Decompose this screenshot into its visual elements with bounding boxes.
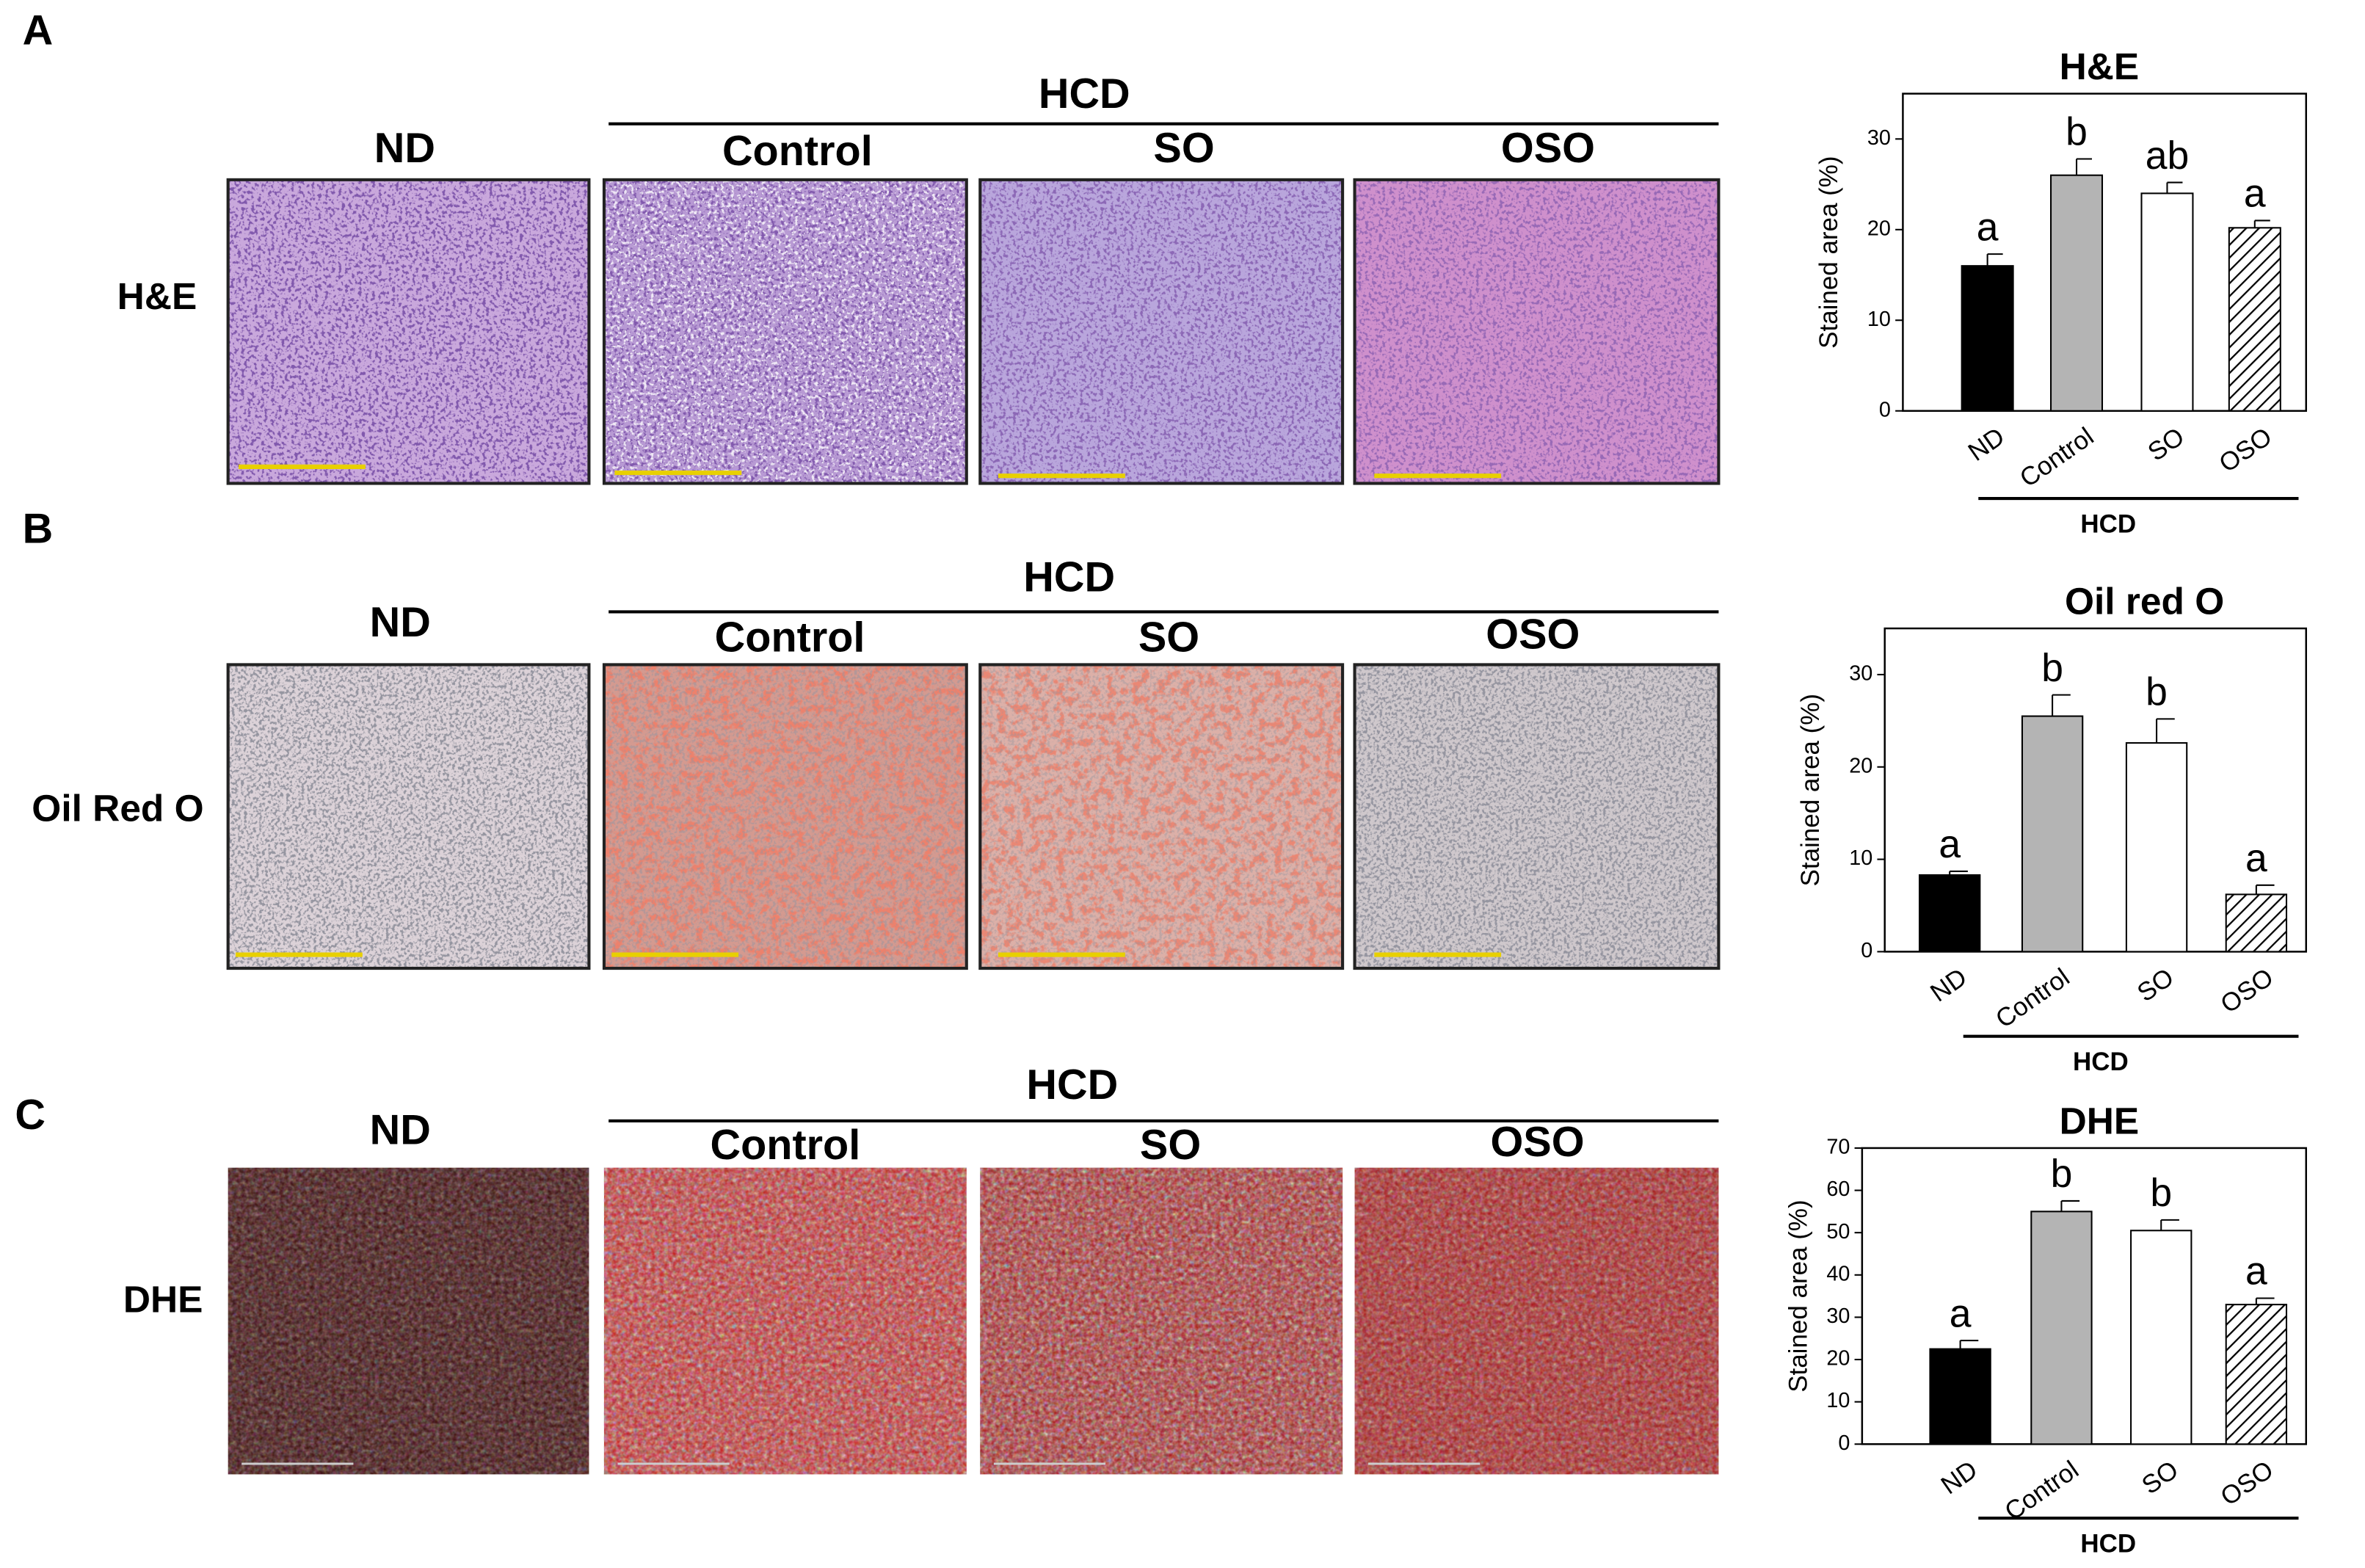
group-label: HCD (2073, 1048, 2129, 1076)
column-header: Control (722, 128, 873, 175)
x-tick-label: Control (1991, 963, 2075, 1034)
group-label: HCD (2080, 509, 2136, 538)
y-axis-label: Stained area (%) (1814, 156, 1843, 348)
x-tick-label: ND (1936, 1455, 1983, 1500)
bar (1961, 265, 2014, 412)
y-tick-label: 30 (1849, 662, 1872, 686)
column-header: ND (374, 125, 435, 172)
x-tick-label: OSO (2215, 1455, 2278, 1511)
y-tick-label: 70 (1826, 1136, 1850, 1159)
significance-letter: b (2066, 111, 2088, 154)
bar (2050, 174, 2104, 412)
y-tick-label: 50 (1826, 1220, 1850, 1244)
y-axis-label: Stained area (%) (1784, 1199, 1813, 1392)
x-tick-label: SO (2143, 422, 2190, 467)
column-header: OSO (1501, 125, 1595, 172)
x-tick-label: Control (2015, 422, 2099, 493)
bar (2021, 715, 2084, 953)
chart-title: DHE (2060, 1100, 2140, 1142)
significance-letter: b (2150, 1172, 2172, 1215)
y-axis-label: Stained area (%) (1796, 694, 1825, 886)
significance-letter: ab (2146, 134, 2189, 178)
x-tick-label: Control (1999, 1455, 2084, 1526)
panel-b: B HCD ND Control SO OSO Oil Red O (23, 506, 1721, 970)
y-tick-label: 10 (1867, 308, 1891, 331)
column-header: SO (1138, 614, 1199, 661)
row-label: DHE (123, 1277, 203, 1320)
y-tick-label: 40 (1826, 1262, 1850, 1285)
group-label: HCD (2080, 1529, 2136, 1558)
micrographs (226, 178, 1721, 485)
significance-letter: b (2051, 1153, 2073, 1196)
group-header: HCD (1039, 70, 1130, 117)
y-tick-label: 20 (1867, 217, 1891, 240)
significance-letter: a (1950, 1292, 1972, 1335)
bar (2125, 742, 2188, 953)
significance-letter: a (2245, 1250, 2267, 1293)
x-tick-label: ND (1925, 963, 1972, 1008)
micrographs (228, 1167, 1719, 1475)
column-header: SO (1153, 125, 1214, 172)
bar (2228, 227, 2281, 412)
x-tick-label: OSO (2215, 963, 2278, 1020)
group-header: HCD (1026, 1061, 1118, 1108)
y-tick-label: 30 (1826, 1304, 1850, 1328)
bar (2030, 1211, 2093, 1445)
bar-chart: DHE Stained area (%) 0 10 20 30 40 50 60 70 a ND b Co… (1784, 1100, 2307, 1558)
column-header: Control (715, 614, 865, 661)
micrographs (226, 663, 1721, 970)
bar-chart: H&E Stained area (%) 0 10 20 30 a ND b Control ab S… (1814, 45, 2307, 538)
column-header: ND (370, 599, 431, 646)
x-tick-label: OSO (2214, 422, 2277, 479)
x-tick-label: SO (2132, 963, 2179, 1008)
bar (2225, 893, 2288, 953)
row-label: Oil Red O (32, 787, 203, 830)
bar-chart: Oil red O Stained area (%) 0 10 20 30 a ND b Cont… (1796, 580, 2307, 1076)
y-tick-label: 10 (1826, 1389, 1850, 1412)
bar (1929, 1348, 1991, 1445)
group-header: HCD (1023, 553, 1115, 600)
panel-c: C HCD ND Control SO OSO DHE (15, 1061, 1719, 1475)
y-tick-label: 0 (1838, 1431, 1850, 1455)
column-header: OSO (1490, 1119, 1584, 1166)
x-tick-label: SO (2137, 1455, 2184, 1500)
significance-letter: b (2146, 671, 2168, 714)
y-tick-label: 0 (1861, 939, 1872, 962)
y-tick-label: 0 (1879, 398, 1891, 421)
y-tick-label: 20 (1826, 1347, 1850, 1371)
column-header: ND (370, 1107, 431, 1154)
y-tick-label: 60 (1826, 1177, 1850, 1201)
column-header: SO (1140, 1122, 1201, 1169)
plot-frame (1883, 627, 2307, 953)
chart-title: Oil red O (2065, 580, 2224, 623)
column-header: Control (710, 1122, 860, 1169)
significance-letter: a (1977, 206, 1999, 249)
y-tick-label: 10 (1849, 846, 1872, 870)
plot-frame (1902, 92, 2307, 412)
row-label: H&E (117, 275, 197, 317)
column-header: OSO (1486, 611, 1580, 658)
panel-a: A HCD ND Control SO OSO H&E (23, 7, 1721, 485)
x-tick-label: ND (1963, 422, 2010, 467)
y-tick-label: 30 (1867, 126, 1891, 150)
significance-letter: a (2244, 173, 2266, 216)
bar (1919, 874, 1981, 953)
panel-letter: C (15, 1092, 46, 1139)
bar (2130, 1230, 2193, 1445)
significance-letter: a (1939, 823, 1961, 866)
bar (2140, 192, 2194, 412)
y-tick-label: 20 (1849, 754, 1872, 777)
significance-letter: b (2041, 647, 2063, 690)
panel-letter: B (23, 506, 54, 553)
significance-letter: a (2245, 837, 2267, 880)
bar (2225, 1304, 2288, 1445)
chart-title: H&E (2060, 45, 2140, 87)
panel-letter: A (23, 7, 54, 54)
